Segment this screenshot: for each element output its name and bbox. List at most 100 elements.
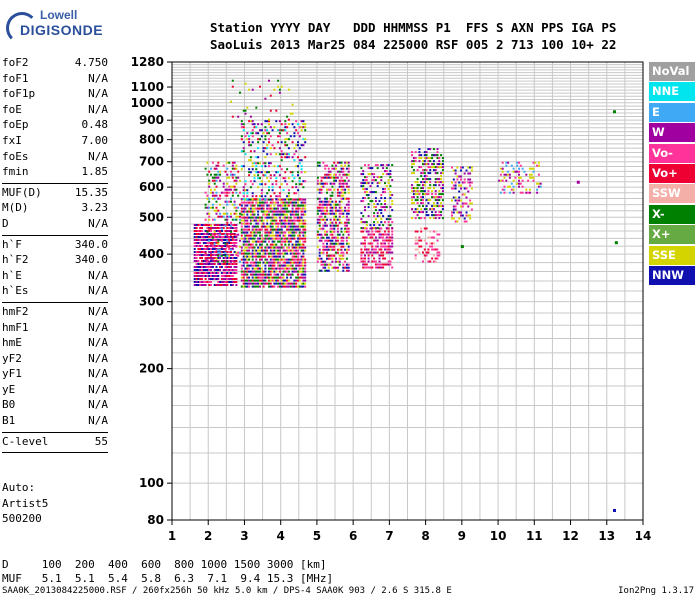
echo-point bbox=[195, 257, 198, 259]
echo-point bbox=[195, 230, 198, 232]
echo-point bbox=[374, 164, 377, 167]
echo-point bbox=[211, 257, 214, 260]
echo-point bbox=[391, 245, 394, 248]
echo-point bbox=[199, 236, 202, 238]
scaled-parameters-panel: foF2 4.750 foF1 N/A foF1p N/A foE N/A foEp 0.48 fx… bbox=[2, 56, 108, 455]
echo-point bbox=[364, 257, 366, 260]
echo-point bbox=[253, 282, 256, 285]
echo-point bbox=[264, 225, 267, 228]
echo-point bbox=[269, 264, 272, 267]
echo-point bbox=[280, 141, 283, 144]
echo-point bbox=[384, 257, 386, 260]
echo-point bbox=[264, 213, 267, 216]
echo-point bbox=[215, 278, 218, 280]
echo-point bbox=[293, 216, 296, 219]
echo-point bbox=[420, 166, 423, 169]
echo-point bbox=[298, 261, 301, 264]
echo-point bbox=[249, 144, 252, 147]
echo-point bbox=[233, 185, 236, 188]
echo-point bbox=[282, 225, 285, 228]
echo-point bbox=[289, 267, 292, 270]
echo-point bbox=[289, 285, 292, 288]
param-value: N/A bbox=[88, 336, 108, 350]
echo-point bbox=[441, 199, 444, 202]
param-name: C-level bbox=[2, 434, 49, 448]
echo-point bbox=[342, 197, 345, 200]
echo-point bbox=[226, 224, 229, 226]
echo-point bbox=[211, 227, 214, 229]
echo-point bbox=[371, 200, 374, 203]
echo-point bbox=[371, 251, 374, 254]
echo-point bbox=[215, 284, 218, 286]
echo-point bbox=[255, 126, 258, 129]
echo-point bbox=[344, 188, 347, 191]
echo-point bbox=[244, 135, 247, 138]
echo-point bbox=[226, 230, 229, 232]
echo-point bbox=[536, 188, 539, 191]
echo-point bbox=[387, 236, 390, 239]
echo-point bbox=[259, 240, 261, 243]
echo-point bbox=[345, 215, 348, 218]
echo-point bbox=[467, 166, 470, 169]
echo-point bbox=[269, 174, 272, 177]
echo-point bbox=[420, 172, 423, 175]
y-tick-label: 700 bbox=[139, 155, 164, 169]
echo-point bbox=[199, 269, 202, 271]
echo-point bbox=[327, 239, 330, 242]
echo-point bbox=[302, 270, 305, 273]
echo-point bbox=[266, 201, 269, 204]
echo-point bbox=[316, 218, 319, 221]
echo-point bbox=[423, 160, 426, 163]
echo-point bbox=[340, 167, 343, 170]
echo-point bbox=[211, 206, 214, 209]
echo-point bbox=[331, 260, 334, 263]
echo-point bbox=[297, 249, 299, 252]
echo-point bbox=[440, 214, 443, 217]
echo-point bbox=[249, 159, 252, 162]
echo-point bbox=[211, 248, 214, 250]
echo-point bbox=[260, 195, 263, 198]
echo-point bbox=[374, 260, 377, 263]
echo-point bbox=[268, 267, 270, 270]
echo-point bbox=[532, 176, 535, 179]
echo-point bbox=[255, 171, 258, 174]
echo-point bbox=[264, 252, 267, 255]
echo-point bbox=[217, 239, 220, 242]
echo-point bbox=[364, 239, 366, 242]
echo-point bbox=[237, 170, 240, 173]
echo-point bbox=[224, 272, 227, 274]
echo-point bbox=[255, 234, 258, 237]
echo-point bbox=[268, 132, 270, 135]
echo-point bbox=[295, 198, 298, 201]
echo-point bbox=[286, 213, 289, 216]
echo-point bbox=[280, 85, 283, 88]
echo-point bbox=[451, 199, 453, 202]
echo-point bbox=[268, 255, 270, 258]
echo-point bbox=[286, 225, 289, 228]
echo-point bbox=[286, 207, 289, 210]
echo-point bbox=[275, 231, 278, 234]
echo-point bbox=[208, 245, 211, 247]
echo-point bbox=[434, 181, 437, 184]
echo-point bbox=[391, 203, 394, 206]
echo-point bbox=[298, 198, 301, 201]
echo-point bbox=[289, 240, 292, 243]
echo-point bbox=[336, 191, 339, 194]
echo-point bbox=[418, 205, 421, 208]
echo-point bbox=[235, 188, 238, 191]
echo-point bbox=[371, 230, 374, 233]
echo-point bbox=[324, 245, 327, 248]
echo-point bbox=[391, 233, 394, 236]
echo-point bbox=[226, 254, 229, 257]
x-tick-label: 6 bbox=[349, 529, 357, 543]
echo-point bbox=[287, 225, 290, 228]
echo-point bbox=[432, 187, 435, 190]
echo-point bbox=[260, 222, 263, 225]
echo-point bbox=[277, 267, 280, 270]
echo-point bbox=[378, 176, 381, 179]
echo-point bbox=[329, 233, 332, 236]
echo-point bbox=[266, 144, 269, 147]
param-name: hmE bbox=[2, 336, 22, 350]
echo-point bbox=[297, 141, 299, 144]
echo-point bbox=[291, 201, 294, 204]
